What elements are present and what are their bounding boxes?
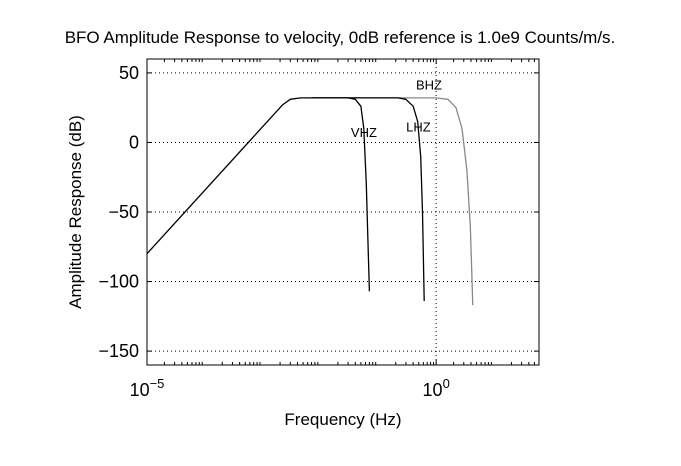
series-line-vhz: [146, 97, 371, 292]
series-line-bhz: [311, 97, 474, 306]
series-line-lhz: [311, 97, 425, 302]
ticks: 50 0 −50 −100 −150 10−5 100: [98, 59, 539, 400]
curve-labels: BHZ LHZ VHZ: [351, 78, 442, 140]
y-axis-label: Amplitude Response (dB): [66, 115, 85, 309]
y-tick-label: −100: [98, 272, 139, 292]
series-label-vhz: VHZ: [351, 125, 377, 140]
y-tick-label: −150: [98, 341, 139, 361]
x-axis-label: Frequency (Hz): [284, 410, 401, 429]
series-label-lhz: LHZ: [406, 119, 431, 134]
y-tick-label: 50: [119, 63, 139, 83]
series-group: [146, 97, 474, 306]
y-tick-label: 0: [129, 132, 139, 152]
series-label-bhz: BHZ: [416, 78, 442, 93]
x-tick-label: 100: [423, 376, 450, 400]
x-tick-label: 10−5: [130, 376, 165, 400]
chart-title: BFO Amplitude Response to velocity, 0dB …: [65, 28, 616, 47]
grid: [147, 59, 539, 365]
y-tick-label: −50: [108, 202, 139, 222]
